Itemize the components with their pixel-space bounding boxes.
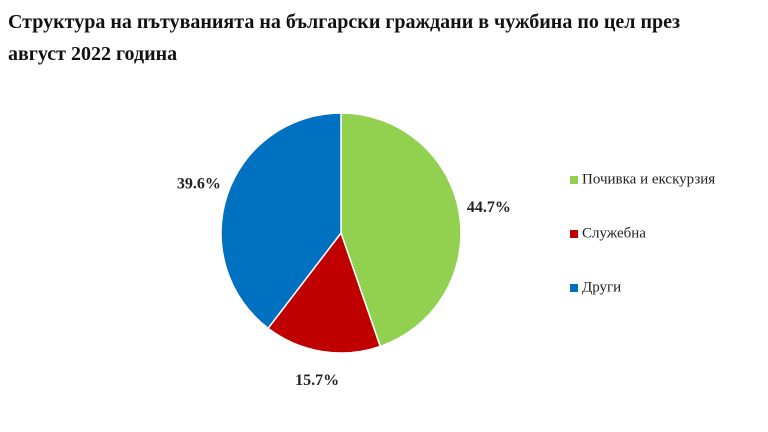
legend-label: Служебна bbox=[582, 225, 646, 241]
legend-label: Други bbox=[582, 279, 621, 295]
pie-slice bbox=[220, 112, 342, 330]
legend-swatch bbox=[570, 284, 578, 292]
legend-swatch bbox=[570, 176, 578, 184]
pie-slice bbox=[340, 112, 462, 348]
legend-label: Почивка и екскурзия bbox=[582, 171, 715, 187]
pie-slice bbox=[266, 231, 382, 354]
chart-title: Структура на пътуванията на български гр… bbox=[8, 11, 681, 65]
legend-swatch bbox=[570, 230, 578, 238]
value-label: 15.7% bbox=[295, 372, 339, 389]
value-label: 44.7% bbox=[467, 199, 511, 216]
value-label: 39.6% bbox=[177, 176, 221, 193]
